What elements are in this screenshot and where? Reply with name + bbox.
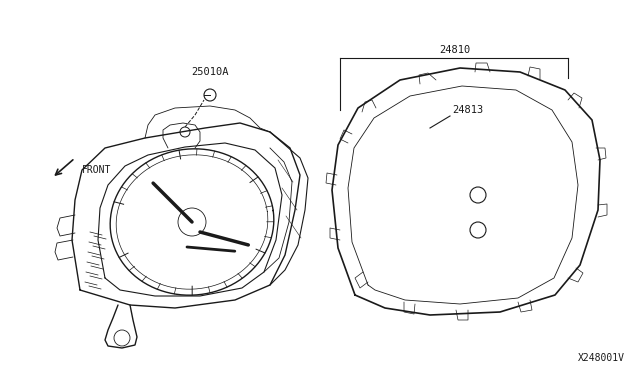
Text: 25010A: 25010A	[191, 67, 228, 77]
Text: X248001V: X248001V	[578, 353, 625, 363]
Text: FRONT: FRONT	[82, 165, 111, 175]
Text: 24810: 24810	[440, 45, 470, 55]
Text: 24813: 24813	[452, 105, 483, 115]
